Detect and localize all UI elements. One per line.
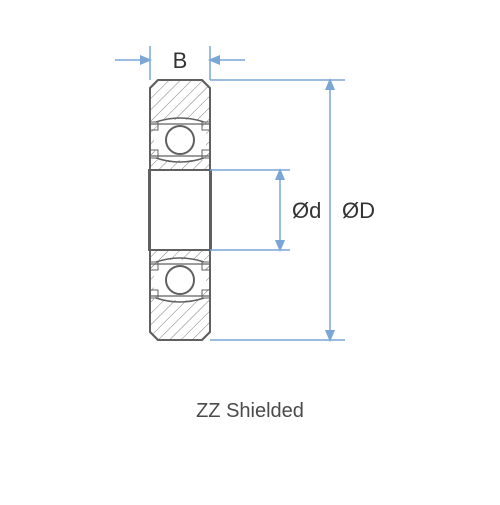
diagram-caption: ZZ Shielded	[0, 400, 500, 423]
ball-element	[166, 266, 194, 294]
bearing-cross-section-svg: B Ød ØD	[0, 0, 500, 500]
dimension-label-outer-dia: ØD	[342, 198, 375, 223]
bore-region	[149, 170, 211, 250]
diagram-canvas: B Ød ØD ZZ Shielded	[0, 0, 500, 500]
dimension-label-width: B	[173, 48, 188, 73]
dimension-label-inner-dia: Ød	[292, 198, 321, 223]
ball-element	[166, 126, 194, 154]
